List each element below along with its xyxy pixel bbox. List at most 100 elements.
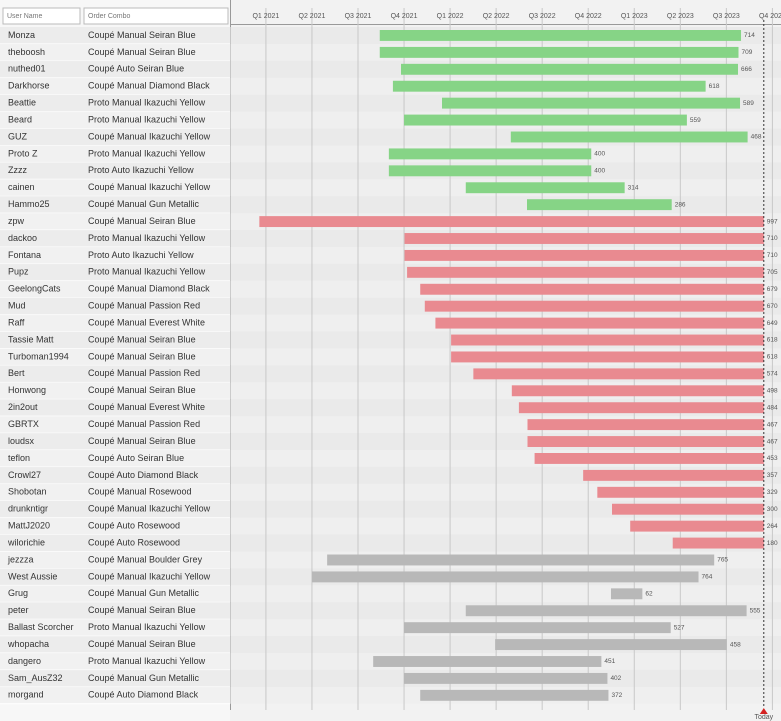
order-combo: Coupé Auto Rosewood [88,537,180,547]
value-label: 710 [767,235,778,242]
bar [473,368,764,380]
order-combo: Coupé Manual Ikazuchi Yellow [88,131,211,141]
bar [451,334,764,346]
value-label: 372 [611,692,622,699]
bar [388,148,592,160]
user-name: teflon [8,453,30,463]
order-combo: Coupé Manual Everest White [88,402,205,412]
column-header: User Name [7,13,43,20]
value-label: 180 [767,540,778,547]
bar [527,419,764,431]
bar [510,131,748,143]
x-tick-label: Q2 2023 [667,13,694,20]
row-band [0,483,781,501]
bar [612,503,764,515]
x-tick-label: Q3 2023 [713,13,740,20]
user-name: Turboman1994 [8,351,69,361]
order-combo-filter[interactable] [83,7,229,25]
x-tick-label: Q3 2022 [529,13,556,20]
user-name: Hammo25 [8,199,50,209]
order-combo: Coupé Manual Seiran Blue [88,639,196,649]
order-combo: Coupé Manual Gun Metallic [88,673,200,683]
order-combo: Coupé Auto Rosewood [88,521,180,531]
value-label: 300 [767,506,778,513]
bar [407,266,764,278]
bar [511,385,764,397]
x-tick-label: Q4 2022 [575,13,602,20]
value-label: 589 [743,100,754,107]
x-tick-label: Q1 2023 [621,13,648,20]
order-combo: Coupé Manual Everest White [88,317,205,327]
value-label: 484 [767,404,778,411]
value-label: 764 [702,574,713,581]
bar [401,63,738,75]
bar [373,656,602,667]
user-name: zpw [8,216,25,226]
value-label: 329 [767,489,778,496]
value-label: 467 [767,421,778,428]
user-name: whopacha [7,639,49,649]
bar [420,689,609,701]
order-combo: Coupé Auto Diamond Black [88,690,199,700]
user-name: Ballast Scorcher [8,622,74,632]
user-name: wilorichie [7,537,45,547]
user-name: GBRTX [8,419,39,429]
value-label: 467 [767,438,778,445]
user-name: GUZ [8,131,28,141]
bar [392,80,706,92]
value-label: 705 [767,269,778,276]
bar [404,622,671,634]
user-name: Crowl27 [8,470,41,480]
user-name: Grug [8,588,28,598]
order-combo: Coupé Manual Diamond Black [88,284,210,294]
value-label: 618 [767,337,778,344]
order-combo: Coupé Manual Ikazuchi Yellow [88,571,211,581]
user-name: Darkhorse [8,81,50,91]
value-label: 714 [744,32,755,39]
bar [610,588,643,600]
user-name: Shobotan [8,487,47,497]
order-combo: Coupé Auto Seiran Blue [88,64,184,74]
bar [388,165,592,177]
bar [311,571,699,583]
x-tick-label: Q1 2022 [437,13,464,20]
bar [379,30,742,41]
order-combo: Coupé Manual Seiran Blue [88,47,196,57]
user-name: 2in2out [8,402,38,412]
order-combo: Coupé Manual Seiran Blue [88,351,196,361]
bar [583,469,764,481]
value-label: 710 [767,252,778,259]
bar [435,317,764,329]
value-label: 286 [675,201,686,208]
order-combo: Coupé Manual Diamond Black [88,81,210,91]
row-band [0,500,781,518]
value-label: 618 [767,354,778,361]
order-combo: Coupé Manual Passion Red [88,368,200,378]
x-tick-label: Q3 2021 [345,13,372,20]
bar [630,520,764,532]
user-name: morgand [8,690,44,700]
user-name: peter [8,605,29,615]
user-name: Proto Z [8,148,38,158]
order-combo: Coupé Auto Seiran Blue [88,453,184,463]
order-combo: Coupé Manual Gun Metallic [88,199,200,209]
value-label: 400 [594,168,605,175]
value-label: 618 [709,83,720,90]
value-label: 357 [767,472,778,479]
order-combo: Proto Manual Ikazuchi Yellow [88,267,206,277]
user-name-filter[interactable] [2,7,81,25]
value-label: 555 [750,607,761,614]
row-band [0,585,781,603]
row-band [0,517,781,535]
bar [672,537,764,549]
order-combo: Proto Manual Ikazuchi Yellow [88,233,206,243]
user-name: Tassie Matt [8,334,54,344]
value-label: 62 [645,591,653,598]
user-name: drunkntigr [8,504,48,514]
bar [424,300,764,312]
value-label: 559 [690,117,701,124]
user-name: Monza [8,30,35,40]
user-name: Beattie [8,98,36,108]
user-name: theboosh [8,47,45,57]
order-combo: Proto Manual Ikazuchi Yellow [88,622,206,632]
